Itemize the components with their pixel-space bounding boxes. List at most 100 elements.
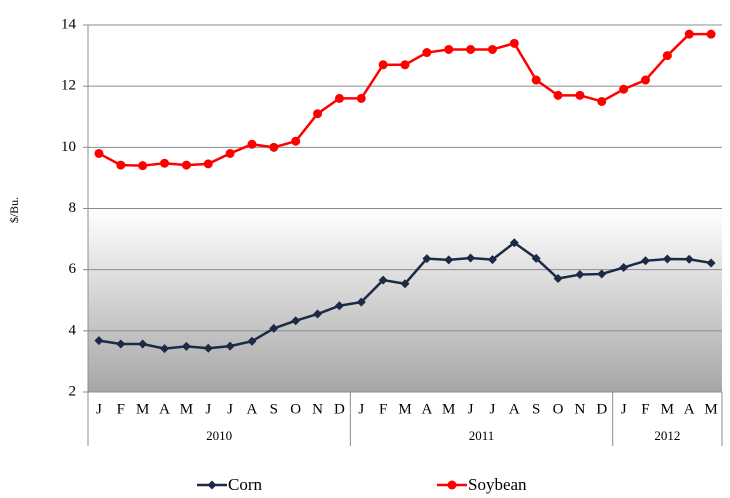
x-tick-label: J — [96, 401, 102, 417]
series — [94, 238, 716, 354]
marker — [640, 75, 650, 85]
marker — [640, 256, 650, 266]
x-tick-label: J — [490, 401, 496, 417]
y-tick-label: 4 — [69, 322, 77, 338]
x-tick-label: M — [661, 401, 674, 417]
marker — [575, 270, 585, 280]
marker — [509, 38, 519, 48]
x-tick-label: A — [159, 401, 170, 417]
marker — [378, 275, 388, 285]
marker — [291, 136, 301, 146]
y-tick-label: 12 — [61, 78, 76, 94]
marker — [509, 238, 519, 248]
marker — [225, 341, 235, 351]
marker — [619, 263, 629, 273]
marker — [291, 316, 301, 326]
x-group-label: 2010 — [206, 428, 232, 443]
x-tick-label: J — [205, 401, 211, 417]
x-tick-label: S — [270, 401, 278, 417]
y-tick-label: 8 — [69, 200, 77, 216]
y-tick-label: 6 — [69, 261, 77, 277]
marker — [553, 274, 563, 284]
marker — [466, 253, 476, 263]
marker — [94, 148, 104, 158]
marker — [160, 344, 170, 354]
plot-shade — [88, 208, 722, 392]
marker — [116, 339, 126, 349]
marker — [138, 161, 148, 171]
legend-label: Corn — [228, 475, 263, 494]
x-tick-label: J — [358, 401, 364, 417]
marker — [313, 109, 323, 119]
marker — [160, 158, 170, 168]
marker — [400, 279, 410, 289]
marker — [553, 90, 563, 100]
marker — [422, 254, 432, 264]
y-tick-label: 10 — [61, 139, 76, 155]
marker — [706, 258, 716, 268]
x-tick-label: N — [312, 401, 323, 417]
marker — [378, 60, 388, 70]
x-tick-label: M — [398, 401, 411, 417]
x-tick-label: J — [621, 401, 627, 417]
marker — [597, 96, 607, 106]
marker — [334, 93, 344, 103]
marker — [466, 44, 476, 54]
marker — [487, 44, 497, 54]
marker — [334, 301, 344, 311]
marker — [619, 84, 629, 94]
x-tick-label: A — [421, 401, 432, 417]
x-tick-label: D — [596, 401, 607, 417]
x-group-label: 2011 — [469, 428, 495, 443]
marker — [225, 148, 235, 158]
legend-marker — [207, 480, 217, 490]
marker — [116, 160, 126, 170]
y-tick-label: 2 — [69, 383, 77, 399]
marker — [203, 159, 213, 169]
marker — [662, 51, 672, 61]
marker — [444, 44, 454, 54]
series — [94, 29, 716, 171]
x-tick-label: J — [468, 401, 474, 417]
marker — [684, 254, 694, 264]
x-tick-label: A — [247, 401, 258, 417]
marker — [597, 269, 607, 279]
x-tick-label: O — [290, 401, 301, 417]
x-tick-label: A — [509, 401, 520, 417]
marker — [138, 339, 148, 349]
legend-label: Soybean — [468, 475, 527, 494]
marker — [247, 336, 257, 346]
marker — [313, 309, 323, 319]
marker — [181, 341, 191, 351]
marker — [356, 297, 366, 307]
marker — [531, 75, 541, 85]
x-tick-label: M — [442, 401, 455, 417]
marker — [487, 255, 497, 265]
y-tick-label: 14 — [61, 16, 77, 32]
x-tick-label: F — [117, 401, 125, 417]
x-tick-label: A — [684, 401, 695, 417]
marker — [181, 160, 191, 170]
marker — [444, 255, 454, 265]
x-tick-label: J — [227, 401, 233, 417]
marker — [706, 29, 716, 39]
series-line — [98, 32, 712, 167]
x-group-label: 2012 — [654, 428, 680, 443]
marker — [575, 90, 585, 100]
x-tick-label: M — [136, 401, 149, 417]
y-axis-label: $/Bu. — [7, 197, 21, 223]
marker — [269, 323, 279, 333]
x-tick-label: F — [379, 401, 387, 417]
x-tick-label: M — [180, 401, 193, 417]
marker — [356, 93, 366, 103]
x-tick-label: D — [334, 401, 345, 417]
x-tick-label: N — [574, 401, 585, 417]
legend-marker — [447, 480, 457, 490]
x-tick-label: M — [704, 401, 717, 417]
marker — [269, 142, 279, 152]
marker — [94, 336, 104, 346]
marker — [203, 343, 213, 353]
marker — [662, 254, 672, 264]
marker — [247, 139, 257, 149]
